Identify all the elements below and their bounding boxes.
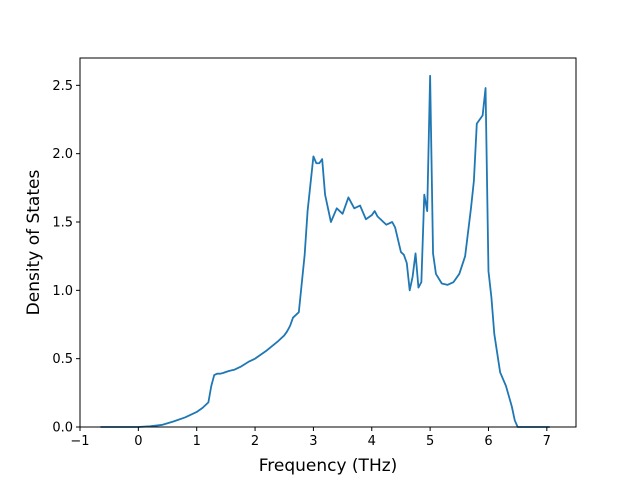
x-tick-label: −1 (70, 434, 89, 449)
y-tick-label: 2.5 (52, 79, 73, 94)
x-tick-label: 3 (309, 434, 317, 449)
y-tick-label: 0.5 (52, 352, 73, 367)
y-tick-label: 2.0 (52, 147, 73, 162)
x-tick-label: 4 (368, 434, 376, 449)
x-axis-ticks: −1 0 1 2 3 4 5 6 7 (70, 427, 551, 449)
dos-series-line-0 (100, 74, 550, 428)
y-axis-label: Density of States (24, 170, 44, 316)
x-tick-label: 7 (543, 434, 551, 449)
y-tick-label: 1.5 (52, 216, 73, 231)
plot-area (100, 74, 550, 428)
x-tick-label: 0 (134, 434, 142, 449)
x-tick-label: 2 (251, 434, 259, 449)
y-tick-label: 0.0 (52, 421, 73, 436)
x-tick-label: 5 (426, 434, 434, 449)
axes-frame (79, 57, 577, 428)
x-axis-label: Frequency (THz) (259, 456, 398, 476)
y-tick-label: 1.0 (52, 284, 73, 299)
y-axis-ticks: 0.0 0.5 1.0 1.5 2.0 2.5 (52, 79, 80, 436)
x-tick-label: 6 (484, 434, 492, 449)
x-tick-label: 1 (193, 434, 201, 449)
